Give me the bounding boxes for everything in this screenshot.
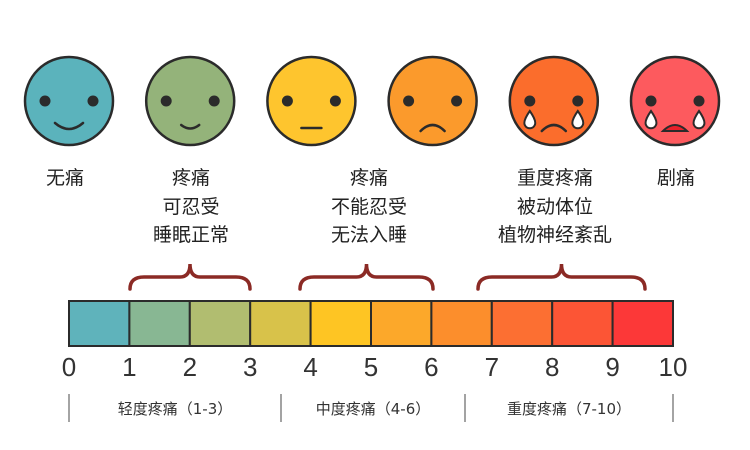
tick-label: 9 [605, 352, 620, 382]
tick-label: 6 [424, 352, 439, 382]
tick-label: 2 [182, 352, 198, 382]
scale-segment-6 [370, 300, 433, 347]
label-moderate: 疼痛 不能忍受 无法入睡 [330, 167, 408, 246]
scale-segment-4 [249, 300, 312, 347]
label-mild: 疼痛 可忍受 睡眠正常 [152, 167, 230, 246]
tick-label: 3 [242, 352, 258, 382]
scale-segment-5 [309, 300, 373, 347]
scale-segment-7 [430, 300, 493, 347]
tick-label: 7 [484, 352, 500, 382]
face-severe-crying-icon [629, 55, 721, 147]
label-no-pain: 无痛 [45, 167, 85, 189]
tick-label: 1 [122, 352, 137, 382]
label-severe: 重度疼痛 被动体位 植物神经紊乱 [497, 167, 613, 246]
category-moderate: 中度疼痛（4-6） [315, 400, 431, 418]
face-crying-icon [508, 55, 600, 147]
tick-label: 0 [61, 352, 77, 382]
bracket-0 [128, 263, 252, 291]
face-neutral-icon [266, 55, 357, 147]
bracket-2 [476, 263, 647, 291]
scale-segment-2 [128, 300, 191, 347]
scale-segment-10 [611, 300, 674, 347]
bracket-1 [298, 263, 435, 291]
label-worst: 剧痛 [656, 167, 696, 189]
scale-segment-1 [68, 300, 131, 347]
category-severe: 重度疼痛（7-10） [506, 400, 632, 418]
tick-label: 5 [363, 352, 379, 382]
scale-segment-3 [188, 300, 252, 347]
tick-label: 8 [544, 352, 560, 382]
tick-label: 10 [658, 352, 688, 382]
tick-label: 4 [303, 352, 318, 382]
face-sad-icon [387, 55, 478, 147]
scale-segment-9 [551, 300, 614, 347]
face-tolerable-icon [144, 55, 236, 147]
category-mild: 轻度疼痛（1-3） [117, 400, 233, 418]
scale-segment-8 [490, 300, 554, 347]
face-no-pain-icon [23, 55, 115, 147]
